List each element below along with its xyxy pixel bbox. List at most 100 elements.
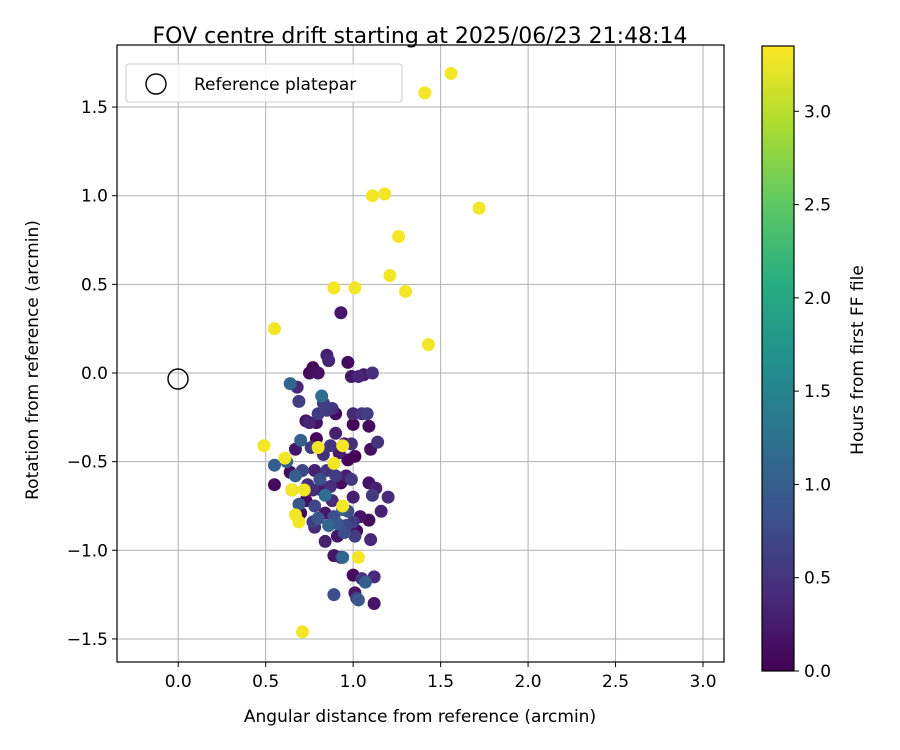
data-point: [292, 497, 306, 511]
data-point: [327, 281, 341, 295]
grid-lines: [117, 45, 724, 662]
data-point: [399, 284, 413, 298]
data-point: [360, 407, 374, 421]
x-axis-ticks: 0.0 0.5 1.0 1.5 2.0 2.5 3.0: [165, 662, 717, 692]
data-point: [336, 499, 350, 513]
legend-box: [125, 63, 403, 103]
data-point: [365, 189, 379, 203]
data-point: [341, 453, 355, 467]
y-axis-label: Rotation from reference (arcmin): [23, 220, 43, 500]
x-tick-label: 1.5: [427, 672, 454, 692]
data-point: [308, 499, 322, 513]
data-point: [348, 529, 362, 543]
y-axis-ticks: −1.5 −1.0 −0.5 0.0 0.5 1.0 1.5: [67, 98, 117, 650]
data-point: [346, 490, 360, 504]
data-point: [346, 417, 360, 431]
data-point: [327, 456, 341, 470]
data-point: [318, 534, 332, 548]
data-point: [267, 478, 281, 492]
data-point: [381, 490, 395, 504]
data-point: [329, 469, 343, 483]
colorbar-tick-label: 2.0: [804, 289, 831, 309]
x-axis-label: Angular distance from reference (arcmin): [244, 707, 596, 727]
data-point: [322, 354, 336, 368]
colorbar-tick-label: 3.0: [804, 102, 831, 122]
data-point: [337, 526, 351, 540]
y-tick-label: 1.0: [81, 187, 108, 207]
data-point: [362, 419, 376, 433]
legend-reference-marker: [145, 73, 167, 95]
legend-label: Reference platepar: [194, 75, 356, 95]
data-point: [297, 483, 311, 497]
data-point: [358, 575, 372, 589]
y-tick-label: 0.0: [81, 364, 108, 384]
data-point: [472, 201, 486, 215]
colorbar-tick-label: 1.0: [804, 475, 831, 495]
data-point: [364, 533, 378, 547]
data-point: [285, 483, 299, 497]
y-tick-label: 1.5: [81, 98, 108, 118]
y-tick-label: 0.5: [81, 275, 108, 295]
data-point: [257, 439, 271, 453]
data-point: [313, 472, 327, 486]
data-point: [341, 355, 355, 369]
x-tick-label: 0.0: [165, 672, 192, 692]
data-point: [302, 416, 316, 430]
reference-platepar-marker: [167, 368, 189, 390]
data-point: [421, 338, 435, 352]
legend: Reference platepar: [125, 63, 403, 103]
data-point: [292, 394, 306, 408]
data-point: [329, 426, 343, 440]
data-point: [374, 504, 388, 518]
x-tick-label: 1.0: [340, 672, 367, 692]
data-point: [318, 488, 332, 502]
colorbar-tick-label: 2.5: [804, 196, 831, 216]
data-point: [348, 281, 362, 295]
colorbar-tick-label: 0.0: [804, 662, 831, 682]
data-point: [311, 366, 325, 380]
data-point: [336, 550, 350, 564]
data-point: [351, 370, 365, 384]
data-point: [311, 440, 325, 454]
data-point: [288, 469, 302, 483]
data-point: [418, 86, 432, 100]
y-tick-label: −1.5: [67, 630, 108, 650]
colorbar-tick-label: 1.5: [804, 382, 831, 402]
data-point: [292, 515, 306, 529]
y-tick-label: −0.5: [67, 453, 108, 473]
data-point: [315, 389, 329, 403]
data-point: [351, 593, 365, 607]
data-point: [334, 306, 348, 320]
data-point: [371, 435, 385, 449]
y-tick-label: −1.0: [67, 541, 108, 561]
data-point: [283, 377, 297, 391]
data-point: [336, 439, 350, 453]
data-point: [378, 187, 392, 201]
data-point: [267, 458, 281, 472]
data-point: [365, 366, 379, 380]
data-point: [311, 407, 325, 421]
data-point: [365, 488, 379, 502]
colorbar-label: Hours from first FF file: [848, 265, 868, 455]
colorbar-gradient: [761, 45, 795, 672]
data-point: [323, 439, 337, 453]
data-point: [383, 268, 397, 282]
data-point: [278, 451, 292, 465]
data-points: [257, 66, 486, 639]
colorbar: 0.0 0.5 1.0 1.5 2.0 2.5 3.0 Hours from first F…: [761, 45, 868, 682]
x-tick-label: 0.5: [252, 672, 279, 692]
data-point: [295, 625, 309, 639]
data-point: [267, 322, 281, 336]
colorbar-tick-label: 0.5: [804, 569, 831, 589]
data-point: [294, 433, 308, 447]
data-point: [327, 588, 341, 602]
x-tick-label: 2.5: [602, 672, 629, 692]
data-point: [322, 518, 336, 532]
data-point: [351, 550, 365, 564]
data-point: [344, 472, 358, 486]
data-point: [444, 66, 458, 80]
data-point: [311, 511, 325, 525]
x-tick-label: 2.0: [515, 672, 542, 692]
colorbar-ticks: 0.0 0.5 1.0 1.5 2.0 2.5 3.0: [794, 102, 831, 682]
